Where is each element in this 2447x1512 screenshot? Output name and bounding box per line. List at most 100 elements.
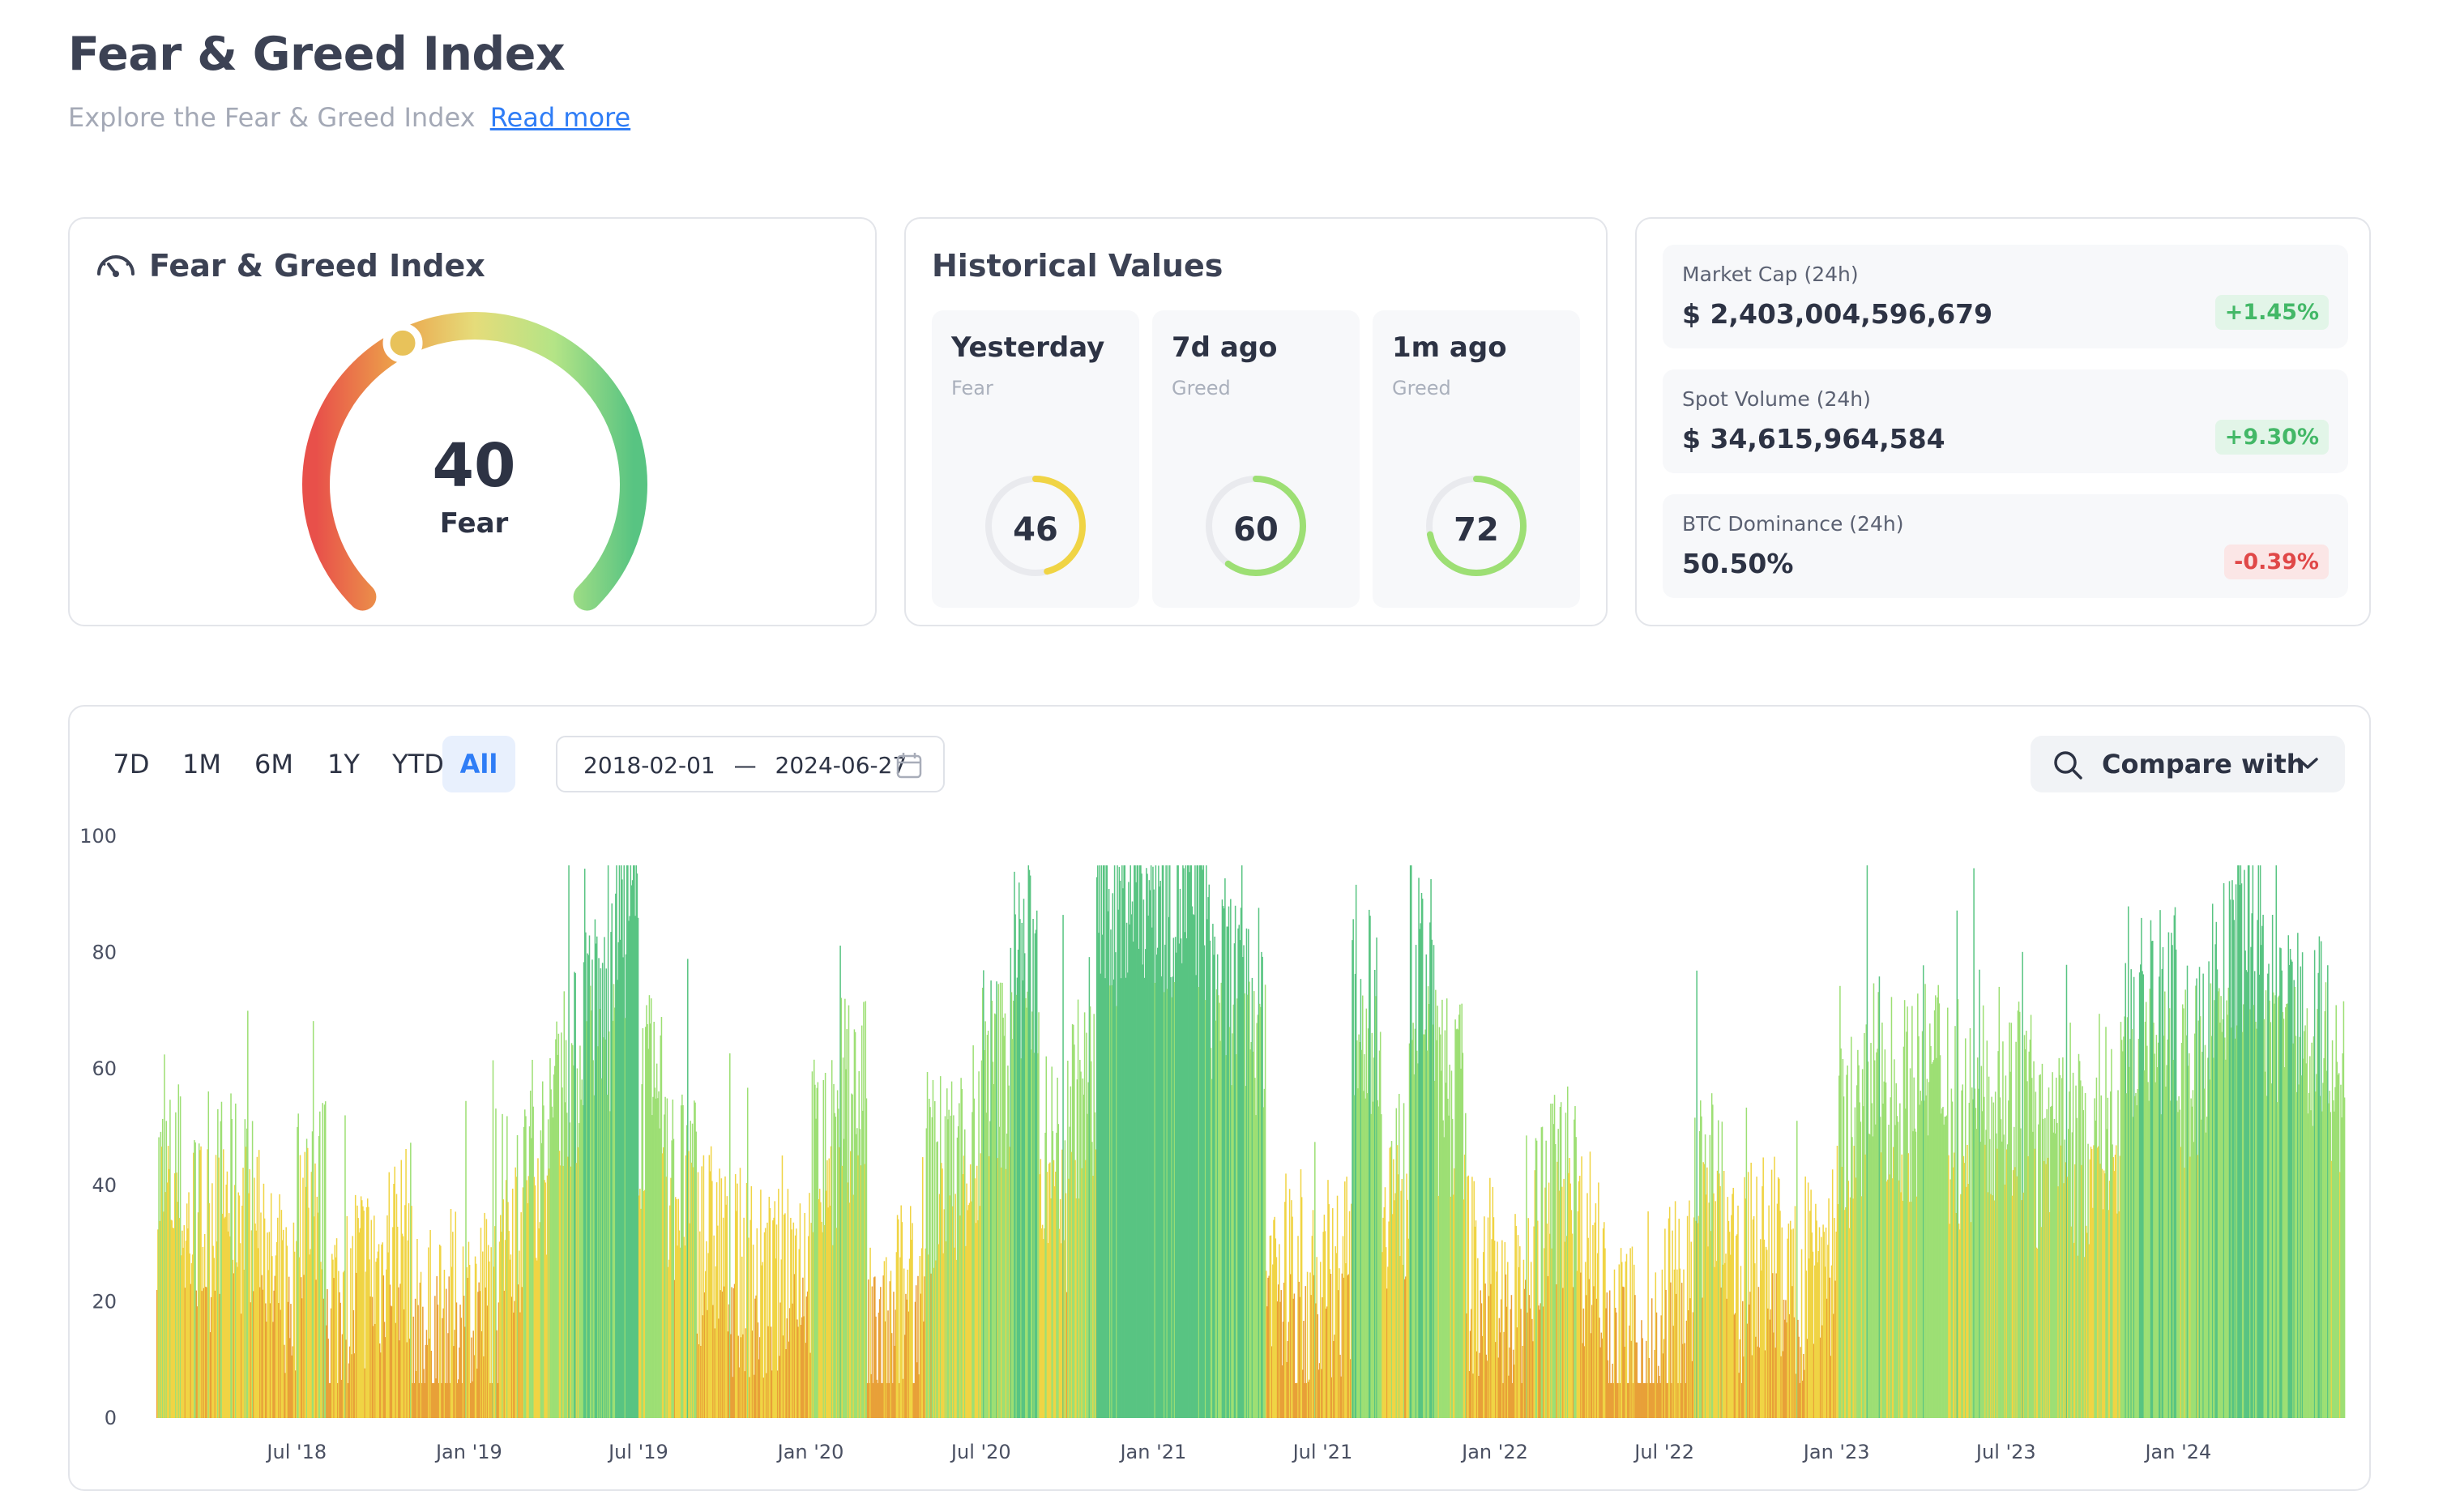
chart-bar (2223, 1037, 2226, 1418)
chart-bar (1344, 1181, 1346, 1418)
chart-bar (1771, 1273, 1774, 1418)
chart-bar (638, 1195, 640, 1418)
chart-bar (2107, 1210, 2110, 1418)
chart-bar (1461, 1003, 1463, 1418)
range-button-ytd[interactable]: YTD (392, 749, 444, 779)
chart-bar (1218, 995, 1219, 1418)
chart-bar (588, 935, 591, 1418)
chart-bar (1180, 938, 1182, 1418)
fear-greed-gauge-card: Fear & Greed Index 40 Fear (68, 217, 877, 626)
chart-bar (1834, 1280, 1836, 1418)
chart-bar (305, 1138, 308, 1418)
chart-bar (288, 1276, 290, 1418)
chart-bar (2060, 1145, 2062, 1418)
chart-bar (1676, 1269, 1678, 1418)
chart-bar (1418, 878, 1420, 1418)
chart-bar (1455, 1029, 1458, 1418)
chart-bar (327, 1339, 329, 1418)
chart-bar (2034, 1148, 2035, 1418)
chart-bar (214, 1290, 216, 1418)
range-button-1m[interactable]: 1M (182, 749, 221, 779)
chart-bar (1433, 945, 1435, 1418)
chart-bar (715, 1182, 718, 1418)
chart-bar (874, 1276, 876, 1418)
chart-bar (362, 1206, 364, 1418)
chart-bar (691, 1123, 694, 1418)
calendar-icon (896, 752, 922, 783)
chart-bar (907, 1269, 909, 1418)
chart-bar (166, 1182, 169, 1418)
chart-bar (398, 1287, 399, 1418)
chart-bar (927, 1254, 929, 1418)
chart-bar (277, 1217, 279, 1418)
chart-bar (505, 1180, 507, 1418)
x-tick-label: Jul '18 (265, 1441, 327, 1463)
chart-bar (186, 1203, 188, 1418)
chart-bar (297, 1126, 298, 1418)
chart-bar (725, 1204, 727, 1418)
chart-bar (1860, 1196, 1863, 1418)
chart-bar (1267, 1277, 1269, 1418)
chart-bar (1735, 1235, 1737, 1418)
chart-bar (211, 1183, 213, 1418)
chart-bar (501, 1232, 502, 1418)
chart-bar (2142, 974, 2144, 1418)
chart-bar (983, 970, 984, 1418)
chart-bar (2044, 1117, 2046, 1418)
chart-bar (692, 1167, 694, 1418)
chart-bar (2073, 1242, 2075, 1418)
chart-bar (1369, 909, 1370, 1418)
chart-bar (1110, 929, 1112, 1418)
chart-bar (859, 1129, 861, 1418)
compare-with-button[interactable]: Compare with (2031, 736, 2345, 792)
chart-bar (400, 1160, 403, 1418)
chart-bar (515, 1167, 516, 1418)
chart-bar (2018, 1011, 2021, 1418)
chart-bar (442, 1308, 445, 1418)
date-range-picker[interactable]: 2018-02-01 — 2024-06-27 (556, 736, 945, 792)
chart-bar (645, 1027, 647, 1418)
read-more-link[interactable]: Read more (489, 102, 631, 133)
chart-bar (1656, 1382, 1659, 1418)
chart-bar (2207, 1057, 2209, 1418)
chart-bar (2294, 986, 2296, 1418)
range-button-6m[interactable]: 6M (254, 749, 293, 779)
chart-bar (1192, 914, 1194, 1418)
chart-bar (310, 1249, 311, 1418)
chart-bar (861, 1025, 863, 1418)
chart-bar (2184, 1168, 2185, 1418)
chart-bar (2180, 1147, 2182, 1418)
chart-bar (1740, 1382, 1743, 1418)
chart-bar (634, 865, 635, 1418)
range-button-all[interactable]: All (442, 736, 515, 792)
chart-bar (1510, 1309, 1512, 1418)
chart-bar (749, 1377, 750, 1418)
chart-bar (2280, 948, 2282, 1418)
chart-bar (491, 1382, 493, 1418)
chart-bar (1907, 1006, 1908, 1418)
range-button-1y[interactable]: 1Y (327, 749, 360, 779)
chart-bar (931, 1117, 933, 1418)
chart-bar (1696, 970, 1698, 1418)
chart-bar (1046, 1172, 1048, 1418)
chart-bar (764, 1228, 767, 1418)
range-button-7d[interactable]: 7D (113, 749, 150, 779)
chart-bar (384, 1337, 386, 1418)
chart-bar (828, 1158, 830, 1418)
btc-dominance-value: 50.50% (1682, 548, 1794, 579)
x-tick-label: Jan '19 (434, 1441, 502, 1463)
chart-bar (1806, 1339, 1809, 1418)
chart-bar (2042, 1118, 2044, 1418)
chart-bar (1083, 1012, 1086, 1418)
chart-bar (1628, 1382, 1629, 1418)
chart-bar (1789, 1220, 1791, 1418)
chart-bar (2308, 1092, 2310, 1418)
chart-bar (1541, 1126, 1544, 1418)
chart-bar (157, 1229, 159, 1418)
chart-bar (1055, 1171, 1057, 1418)
chart-bar (2023, 1035, 2026, 1418)
chart-bar (1183, 868, 1185, 1418)
chart-bar (2032, 1131, 2034, 1418)
chart-bar (622, 957, 624, 1418)
chart-bar (1048, 1164, 1050, 1418)
